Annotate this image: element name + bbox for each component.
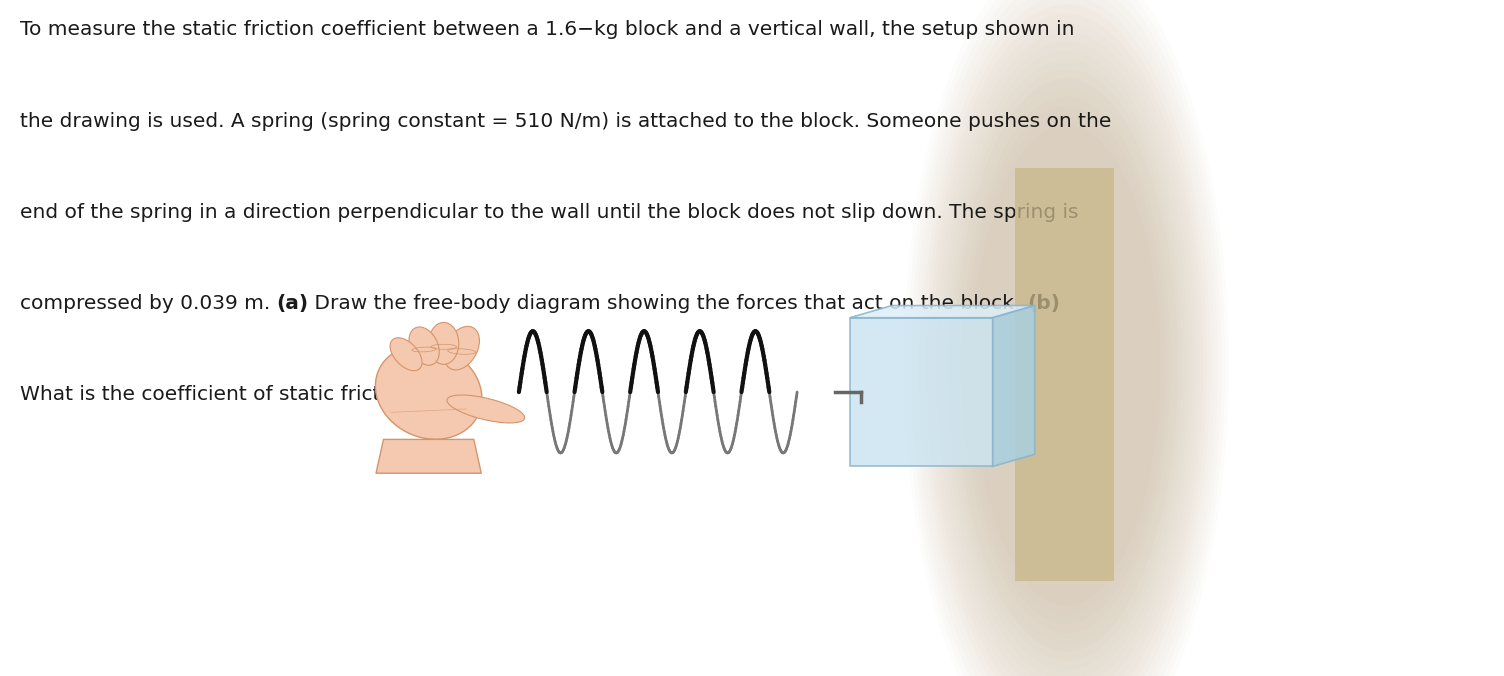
- Ellipse shape: [429, 322, 459, 364]
- Text: compressed by 0.039 m.: compressed by 0.039 m.: [20, 294, 277, 313]
- Ellipse shape: [409, 327, 439, 365]
- Ellipse shape: [376, 345, 481, 439]
- Text: end of the spring in a direction perpendicular to the wall until the block does : end of the spring in a direction perpend…: [20, 203, 1078, 222]
- Ellipse shape: [390, 338, 423, 370]
- Text: What is the coefficient of static friction?: What is the coefficient of static fricti…: [20, 385, 421, 404]
- Ellipse shape: [444, 327, 480, 370]
- Ellipse shape: [447, 395, 525, 423]
- Bar: [850, 318, 993, 466]
- Polygon shape: [993, 306, 1035, 466]
- Polygon shape: [850, 306, 1035, 318]
- Text: (b): (b): [1027, 294, 1060, 313]
- Text: Draw the free-body diagram showing the forces that act on the block.: Draw the free-body diagram showing the f…: [308, 294, 1027, 313]
- Polygon shape: [376, 439, 481, 473]
- Text: (a): (a): [277, 294, 308, 313]
- Text: To measure the static friction coefficient between a 1.6−kg block and a vertical: To measure the static friction coefficie…: [20, 20, 1074, 39]
- Text: the drawing is used. A spring (spring constant = 510 N/m) is attached to the blo: the drawing is used. A spring (spring co…: [20, 112, 1111, 130]
- Bar: [1015, 168, 1114, 581]
